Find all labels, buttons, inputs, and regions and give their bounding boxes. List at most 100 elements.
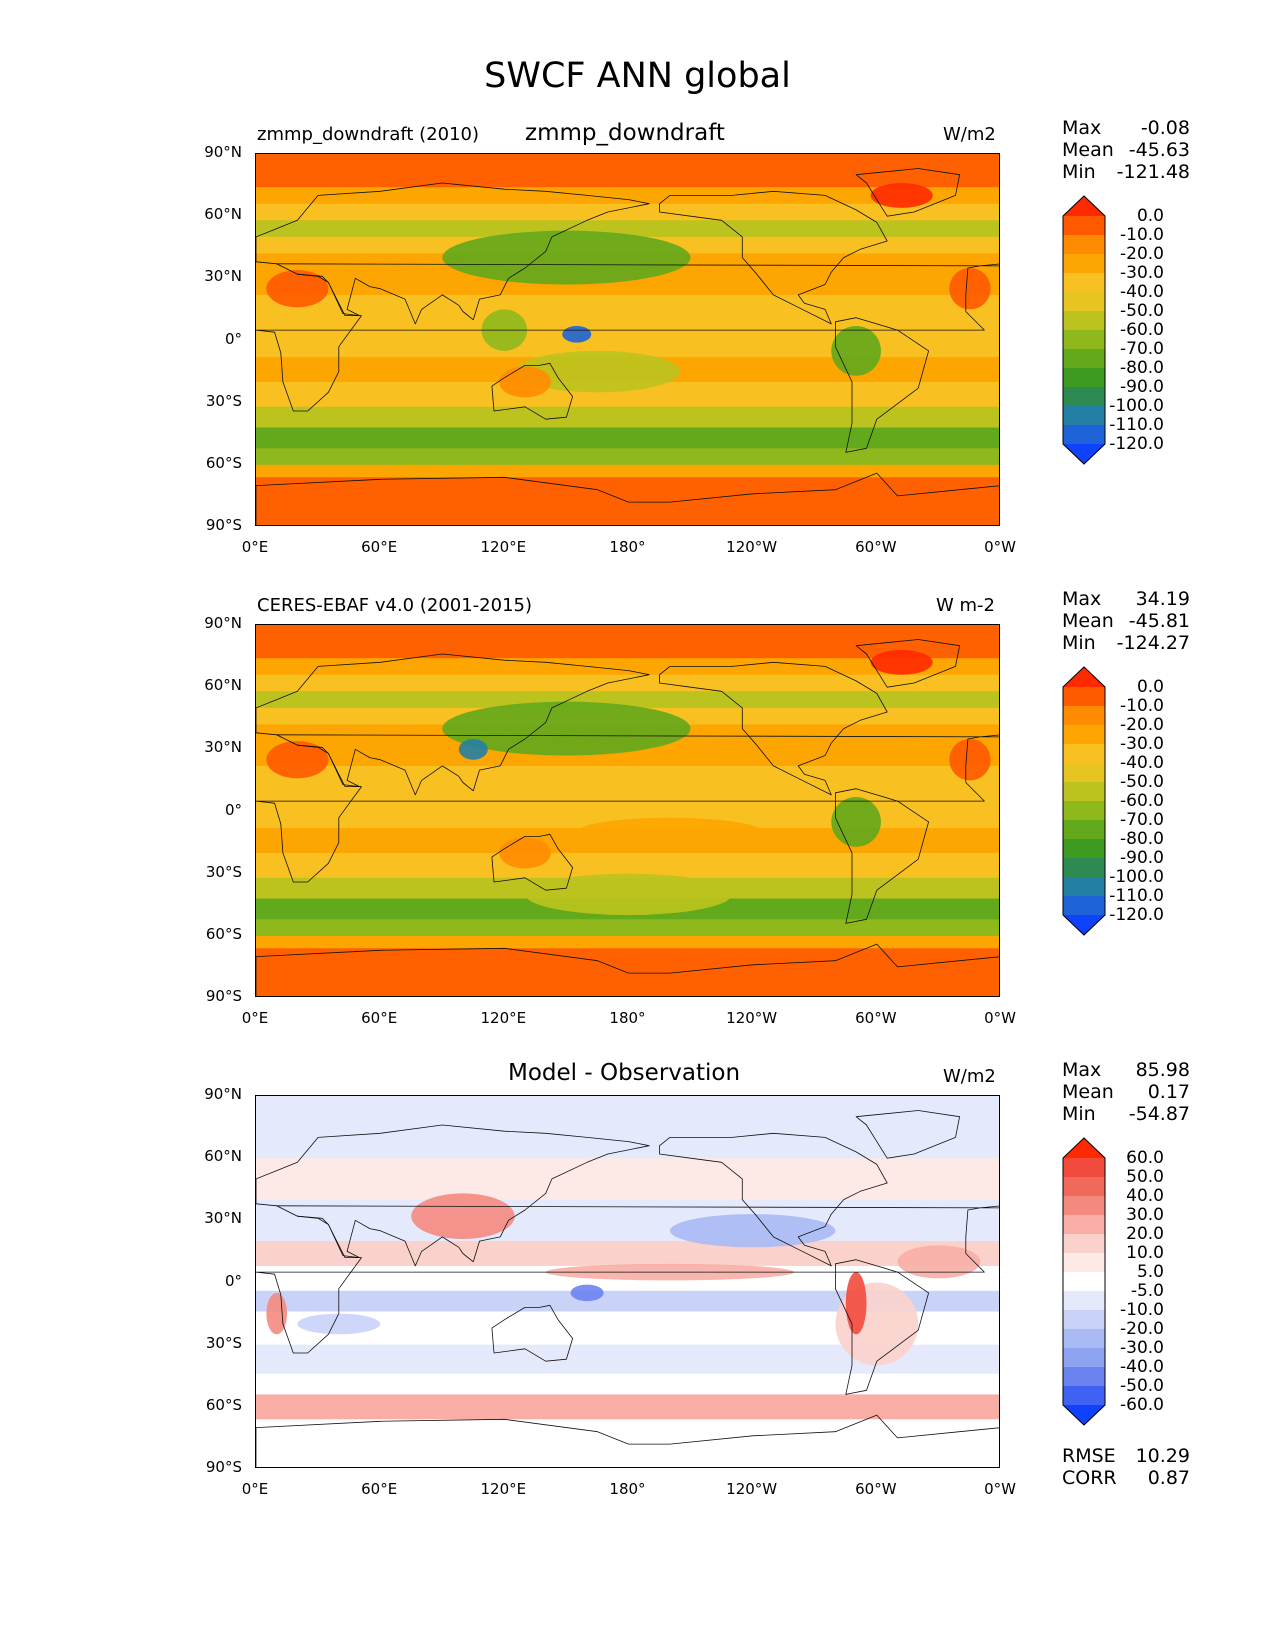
colorbar-segment (1063, 387, 1105, 407)
contour-band (256, 658, 999, 676)
colorbar-segment (1063, 1272, 1105, 1292)
map-svg (256, 154, 999, 525)
colorbar-tick-label: -120.0 (1109, 905, 1164, 925)
x-tick-label: 0°W (984, 1009, 1016, 1027)
contour-patch (525, 873, 732, 916)
x-tick-label: 0°E (241, 538, 269, 556)
contour-patch (562, 325, 592, 343)
colorbar-segment (1063, 1291, 1105, 1311)
map-plot (255, 624, 1000, 997)
stats-block: Max 34.19 Mean -45.81 Min -124.27 (1062, 588, 1190, 654)
colorbar-svg (1062, 195, 1106, 465)
colorbar-tick-label: 5.0 (1136, 1262, 1164, 1282)
contour-band (256, 674, 999, 692)
colorbar-tick-label: -30.0 (1120, 1338, 1164, 1358)
y-tick-label: 0° (224, 1271, 242, 1290)
colorbar-segment (1063, 687, 1105, 707)
y-tick-label: 0° (224, 800, 242, 819)
contour-band (256, 294, 999, 317)
colorbar-tick-label: -60.0 (1120, 791, 1164, 811)
coastline (835, 788, 929, 924)
x-tick-label: 120°E (480, 1009, 527, 1027)
colorbar-tick-label: -20.0 (1120, 1319, 1164, 1339)
y-tick-label: 90°S (205, 516, 242, 534)
contour-patch (870, 183, 933, 208)
colorbar-tick-label: 10.0 (1126, 1243, 1164, 1263)
x-tick-label: 60°W (855, 538, 897, 556)
colorbar-tick-label: -90.0 (1120, 848, 1164, 868)
coastline (256, 1414, 999, 1467)
colorbar-segment (1063, 368, 1105, 388)
panel-units: W/m2 (943, 124, 996, 145)
y-tick-label: 60°S (205, 924, 242, 943)
panel-center-title: zmmp_downdraft (525, 120, 725, 146)
contour-patch (669, 1214, 836, 1248)
contour-band (256, 919, 999, 937)
contour-patch (266, 270, 329, 308)
map-plot (255, 153, 1000, 526)
panel-left-title: zmmp_downdraft (2010) (257, 124, 480, 145)
contour-patch (499, 366, 551, 398)
colorbar-segment (1063, 725, 1105, 745)
y-tick-label: 30°S (205, 1333, 242, 1352)
colorbar-tick-label: 20.0 (1126, 1224, 1164, 1244)
stats-block: Max 85.98 Mean 0.17 Min -54.87 (1062, 1059, 1190, 1125)
x-tick-label: 120°W (726, 1480, 778, 1498)
coastline (659, 190, 888, 325)
contour-band (256, 220, 999, 238)
y-tick-label: 90°N (204, 1085, 242, 1103)
contour-band (256, 464, 999, 478)
colorbar-tick-label: -70.0 (1120, 810, 1164, 830)
contour-band (256, 427, 999, 449)
x-tick-label: 60°E (361, 1480, 398, 1498)
contour-band (256, 1241, 999, 1267)
colorbar-tick-label: -60.0 (1120, 1395, 1164, 1415)
colorbar-tick-label: -40.0 (1120, 1357, 1164, 1377)
coastline (256, 943, 999, 996)
colorbar-tick-label: -50.0 (1120, 301, 1164, 321)
colorbar-segment (1063, 292, 1105, 312)
stats-block: Max -0.08 Mean -45.63 Min -121.48 (1062, 117, 1190, 183)
stat-mean: Mean -45.63 (1062, 139, 1190, 161)
coastline (659, 661, 888, 796)
contour-band (256, 1096, 999, 1159)
map-plot (255, 1095, 1000, 1468)
colorbar-segment (1063, 1310, 1105, 1330)
colorbar-tick-label: -90.0 (1120, 377, 1164, 397)
stat-max: Max 34.19 (1062, 588, 1190, 610)
colorbar-tick-label: -30.0 (1120, 263, 1164, 283)
colorbar-tick-label: -110.0 (1109, 886, 1164, 906)
coastline (256, 1205, 999, 1354)
colorbar-tick-label: 0.0 (1136, 206, 1164, 226)
coastline (659, 1132, 888, 1267)
contour-band (256, 625, 999, 659)
colorbar-tick-label: -60.0 (1120, 320, 1164, 340)
contour-patch (442, 701, 691, 756)
contour-band (256, 935, 999, 949)
stat-max: Max 85.98 (1062, 1059, 1190, 1081)
coastline (256, 182, 650, 325)
colorbar-top-cap (1063, 1138, 1105, 1158)
coastline (835, 317, 929, 453)
figure-title: SWCF ANN global (484, 56, 791, 96)
x-tick-label: 120°W (726, 1009, 778, 1027)
y-tick-label: 60°N (204, 676, 242, 695)
contour-band (256, 1158, 999, 1201)
contour-patch (499, 837, 551, 869)
colorbar-segment (1063, 425, 1105, 445)
colorbar-tick-label: -80.0 (1120, 358, 1164, 378)
colorbar-tick-label: -10.0 (1120, 1300, 1164, 1320)
x-tick-label: 60°W (855, 1009, 897, 1027)
colorbar-tick-label: -10.0 (1120, 225, 1164, 245)
coastline (256, 1124, 650, 1267)
colorbar-segment (1063, 1215, 1105, 1235)
contour-patch (845, 1272, 867, 1335)
y-tick-label: 90°S (205, 1458, 242, 1476)
colorbar-segment (1063, 235, 1105, 255)
colorbar-tick-label: -50.0 (1120, 1376, 1164, 1396)
colorbar-top-cap (1063, 196, 1105, 216)
stat-min: Min -121.48 (1062, 161, 1190, 183)
contour-patch (442, 230, 691, 285)
stat-mean: Mean -45.81 (1062, 610, 1190, 632)
colorbar-tick-label: -20.0 (1120, 715, 1164, 735)
